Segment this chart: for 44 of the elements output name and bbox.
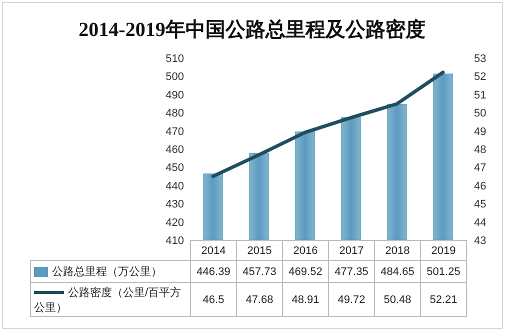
data-label: 457.73 [236,260,282,282]
x-tick-label: 2018 [374,240,420,260]
y2-tick-label: 48 [474,144,486,156]
y2-tick-label: 44 [474,216,486,229]
y2-tick-label: 53 [474,53,486,65]
data-label: 477.35 [328,260,374,282]
y-tick-label: 480 [166,108,184,120]
y2-tick-label: 50 [474,108,486,120]
y2-tick-label: 49 [474,126,486,138]
line-series [211,70,445,178]
data-label: 48.91 [282,282,328,316]
y2-tick-label: 46 [474,180,486,192]
x-tick-label: 2014 [190,240,236,260]
y-tick-label: 430 [166,198,184,211]
chart-title: 2014-2019年中国公路总里程及公路密度 [78,18,426,41]
x-tick-label: 2019 [420,240,466,260]
x-tick-label: 2017 [328,240,374,260]
y-tick-label: 420 [166,216,184,229]
data-label: 49.72 [328,282,374,316]
y-tick-label: 410 [166,235,184,247]
y-tick-label: 440 [166,180,184,192]
data-label: 52.21 [420,282,466,316]
data-label: 50.48 [374,282,420,316]
data-label: 46.5 [190,282,236,316]
y-tick-label: 490 [166,89,184,102]
y-tick-label: 470 [166,126,184,138]
data-label: 501.25 [420,260,466,282]
y-tick-label: 450 [166,162,184,174]
legend-label: 公路总里程（万公里） [30,260,190,282]
y-tick-label: 500 [166,71,184,84]
data-label: 484.65 [374,260,420,282]
y2-tick-label: 47 [474,162,486,174]
y-tick-label: 460 [166,144,184,156]
y2-tick-label: 51 [474,89,486,102]
x-tick-label: 2015 [236,240,282,260]
data-label: 47.68 [236,282,282,316]
y2-tick-label: 52 [474,71,486,84]
y2-tick-label: 43 [474,235,486,247]
x-tick-label: 2016 [282,240,328,260]
data-label: 446.39 [190,260,236,282]
y2-tick-label: 45 [474,198,486,211]
y-tick-label: 510 [166,53,184,65]
legend-label: 公路密度（公里/百平方公里） [30,282,190,316]
data-label: 469.52 [282,260,328,282]
